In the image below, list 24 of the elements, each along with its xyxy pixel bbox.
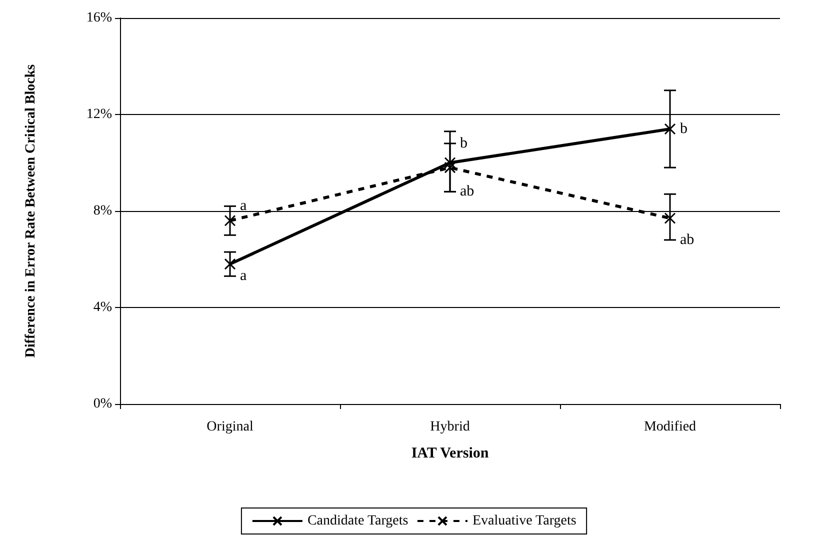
annotation: ab <box>460 184 474 200</box>
annotation: b <box>680 120 688 137</box>
point <box>664 212 676 224</box>
y-tick-label: 0% <box>93 396 112 412</box>
point <box>444 157 456 168</box>
annotation: b <box>460 135 468 152</box>
x-tick-label: Original <box>206 420 254 434</box>
legend-label: Candidate Targets <box>307 514 408 528</box>
y-tick-label: 8% <box>93 204 112 218</box>
point <box>444 162 456 174</box>
point <box>224 214 236 226</box>
y-tick-label: 4% <box>93 300 112 315</box>
y-tick-label: 16% <box>86 10 112 26</box>
annotation: a <box>240 198 247 214</box>
legend-label: Evaluative Targets <box>472 514 576 528</box>
point <box>664 123 676 135</box>
y-axis-title: Difference in Error Rate Between Critical Blocks <box>24 64 38 358</box>
annotation: a <box>240 268 247 284</box>
y-tick-label: 12% <box>86 107 112 122</box>
x-tick-label: Modified <box>644 420 696 434</box>
x-tick-label: Hybrid <box>430 420 470 434</box>
annotation: ab <box>680 232 694 248</box>
point <box>224 258 236 270</box>
x-axis-title: IAT Version <box>411 446 490 462</box>
